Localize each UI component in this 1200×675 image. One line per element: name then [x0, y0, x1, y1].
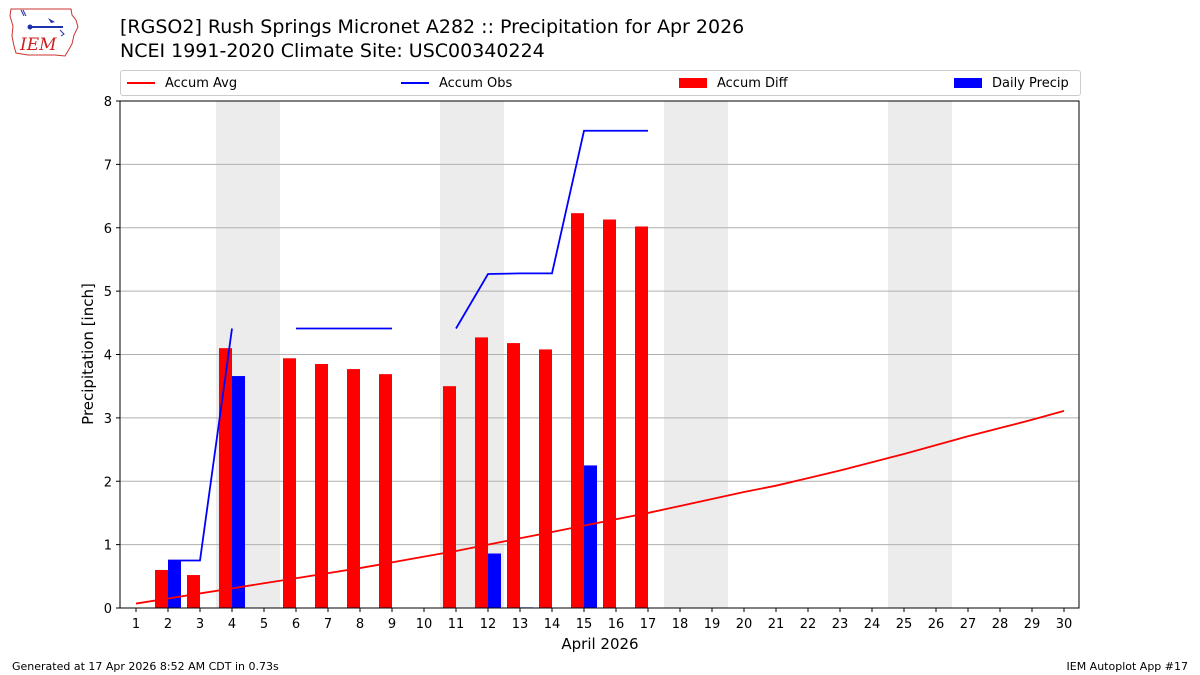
bars: [155, 213, 648, 609]
chart-subtitle: NCEI 1991-2020 Climate Site: USC00340224: [120, 40, 545, 62]
y-tick-label: 1: [104, 539, 112, 554]
x-tick-label: 17: [640, 617, 657, 632]
iowa-map-icon: [9, 8, 79, 57]
legend-swatch: [401, 82, 429, 84]
x-tick-label: 5: [260, 617, 268, 632]
legend-label: Accum Diff: [717, 75, 788, 91]
daily-precip-bar: [584, 465, 597, 608]
x-tick-label: 20: [736, 617, 753, 632]
logo-text: IEM: [20, 35, 57, 55]
y-tick-label: 7: [104, 158, 112, 173]
daily-precip-bar: [232, 376, 245, 608]
x-tick-label: 26: [928, 617, 945, 632]
accum-diff-bar: [571, 213, 584, 608]
chart-title: [RGSO2] Rush Springs Micronet A282 :: Pr…: [120, 16, 745, 38]
y-tick-label: 2: [104, 475, 112, 490]
y-axis-label: Precipitation [inch]: [79, 283, 97, 425]
accum-diff-bar: [283, 358, 296, 608]
y-tick-label: 0: [104, 602, 112, 617]
daily-precip-bar: [488, 553, 501, 608]
footer-generated: Generated at 17 Apr 2026 8:52 AM CDT in …: [12, 660, 279, 673]
x-tick-label: 23: [832, 617, 849, 632]
x-tick-label: 4: [228, 617, 236, 632]
x-tick-label: 13: [512, 617, 529, 632]
accum-diff-bar: [603, 219, 616, 609]
accum-diff-bar: [379, 374, 392, 608]
x-tick-label: 6: [292, 617, 300, 632]
accum-diff-bar: [187, 575, 200, 608]
y-tick-label: 3: [104, 412, 112, 427]
x-tick-label: 14: [544, 617, 561, 632]
x-axis-label: April 2026: [561, 635, 638, 653]
accum-diff-bar: [347, 369, 360, 608]
legend-item-accum-avg: Accum Avg: [127, 71, 237, 95]
y-tick-label: 4: [104, 349, 112, 364]
accum-avg-line: [135, 410, 1065, 605]
x-tick-label: 28: [992, 617, 1009, 632]
x-tick-label: 21: [768, 617, 785, 632]
x-tick-label: 2: [164, 617, 172, 632]
legend-label: Accum Avg: [165, 75, 238, 91]
x-tick-label: 11: [448, 617, 465, 632]
x-tick-label: 16: [608, 617, 625, 632]
accum-diff-bar: [539, 349, 552, 608]
accum-diff-bar: [315, 364, 328, 608]
x-tick-label: 29: [1024, 617, 1041, 632]
x-tick-label: 3: [196, 617, 204, 632]
legend-swatch: [679, 78, 707, 88]
iem-logo: IEM: [8, 6, 80, 58]
legend-label: Daily Precip: [992, 75, 1069, 91]
y-tick-label: 8: [104, 95, 112, 110]
accum-diff-bar: [443, 386, 456, 608]
x-tick-label: 12: [480, 617, 497, 632]
legend-item-daily-precip: Daily Precip: [954, 71, 1069, 95]
legend: Accum Avg Accum Obs Accum Diff Daily Pre…: [120, 70, 1081, 96]
footer-app: IEM Autoplot App #17: [1066, 660, 1189, 673]
x-tick-label: 15: [576, 617, 593, 632]
x-tick-label: 27: [960, 617, 977, 632]
legend-swatch: [954, 78, 982, 88]
accum-diff-bar: [475, 337, 488, 608]
legend-swatch: [127, 82, 155, 84]
accum-diff-bar: [155, 569, 168, 608]
accum-diff-bar: [219, 348, 232, 608]
lines: [135, 129, 1065, 605]
gridlines: [120, 163, 1079, 546]
y-tick-label: 6: [104, 222, 112, 237]
legend-label: Accum Obs: [439, 75, 513, 91]
x-tick-label: 10: [416, 617, 433, 632]
accum-obs-line: [168, 328, 233, 562]
x-tick-label: 1: [132, 617, 140, 632]
x-tick-label: 18: [672, 617, 689, 632]
y-tick-label: 5: [104, 285, 112, 300]
x-tick-label: 22: [800, 617, 817, 632]
x-tick-label: 19: [704, 617, 721, 632]
accum-diff-bar: [507, 343, 520, 608]
x-tick-label: 8: [356, 617, 364, 632]
x-tick-label: 24: [864, 617, 881, 632]
x-tick-label: 25: [896, 617, 913, 632]
accum-diff-bar: [635, 226, 648, 609]
legend-item-accum-obs: Accum Obs: [401, 71, 512, 95]
daily-precip-bar: [168, 560, 181, 608]
x-tick-label: 30: [1056, 617, 1073, 632]
legend-item-accum-diff: Accum Diff: [679, 71, 788, 95]
x-tick-label: 9: [388, 617, 396, 632]
accum-obs-line: [455, 129, 648, 329]
x-tick-label: 7: [324, 617, 332, 632]
